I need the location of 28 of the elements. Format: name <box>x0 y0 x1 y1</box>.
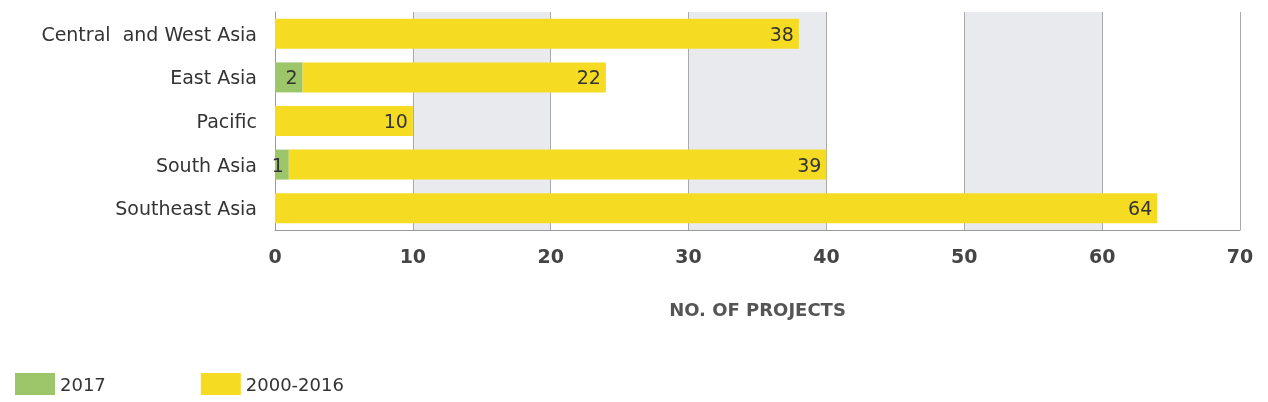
data-label: 10 <box>383 110 408 132</box>
x-tick-label: 60 <box>1088 244 1116 267</box>
data-label: 38 <box>769 22 794 45</box>
bar <box>275 193 1158 224</box>
bar <box>275 106 413 136</box>
y-tick-label: Southeast Asia <box>115 197 257 220</box>
x-tick-label: 40 <box>813 244 840 267</box>
bar <box>275 62 303 93</box>
legend-label: 2000-2016 <box>245 373 344 395</box>
x-tick-label: 0 <box>268 244 282 267</box>
data-label: 39 <box>797 153 822 176</box>
data-label: 22 <box>576 66 601 89</box>
x-tick-label: 20 <box>537 244 564 267</box>
data-label: 2 <box>285 66 298 89</box>
x-tick-label: 30 <box>675 244 702 267</box>
y-tick-label: Pacific <box>196 110 257 132</box>
x-tick-label: 50 <box>951 244 978 267</box>
y-tick-label: East Asia <box>170 66 257 89</box>
y-tick-label: South Asia <box>155 153 257 176</box>
data-label: 64 <box>1128 197 1153 220</box>
bar <box>275 18 799 49</box>
x-axis-title: NO. OF PROJECTS <box>669 298 846 320</box>
x-tick-label: 10 <box>399 244 427 267</box>
bar <box>302 62 606 93</box>
bar <box>288 149 827 180</box>
y-tick-label: Central and West Asia <box>41 22 257 45</box>
legend-label: 2017 <box>60 373 106 395</box>
x-tick-label: 70 <box>1226 244 1254 267</box>
